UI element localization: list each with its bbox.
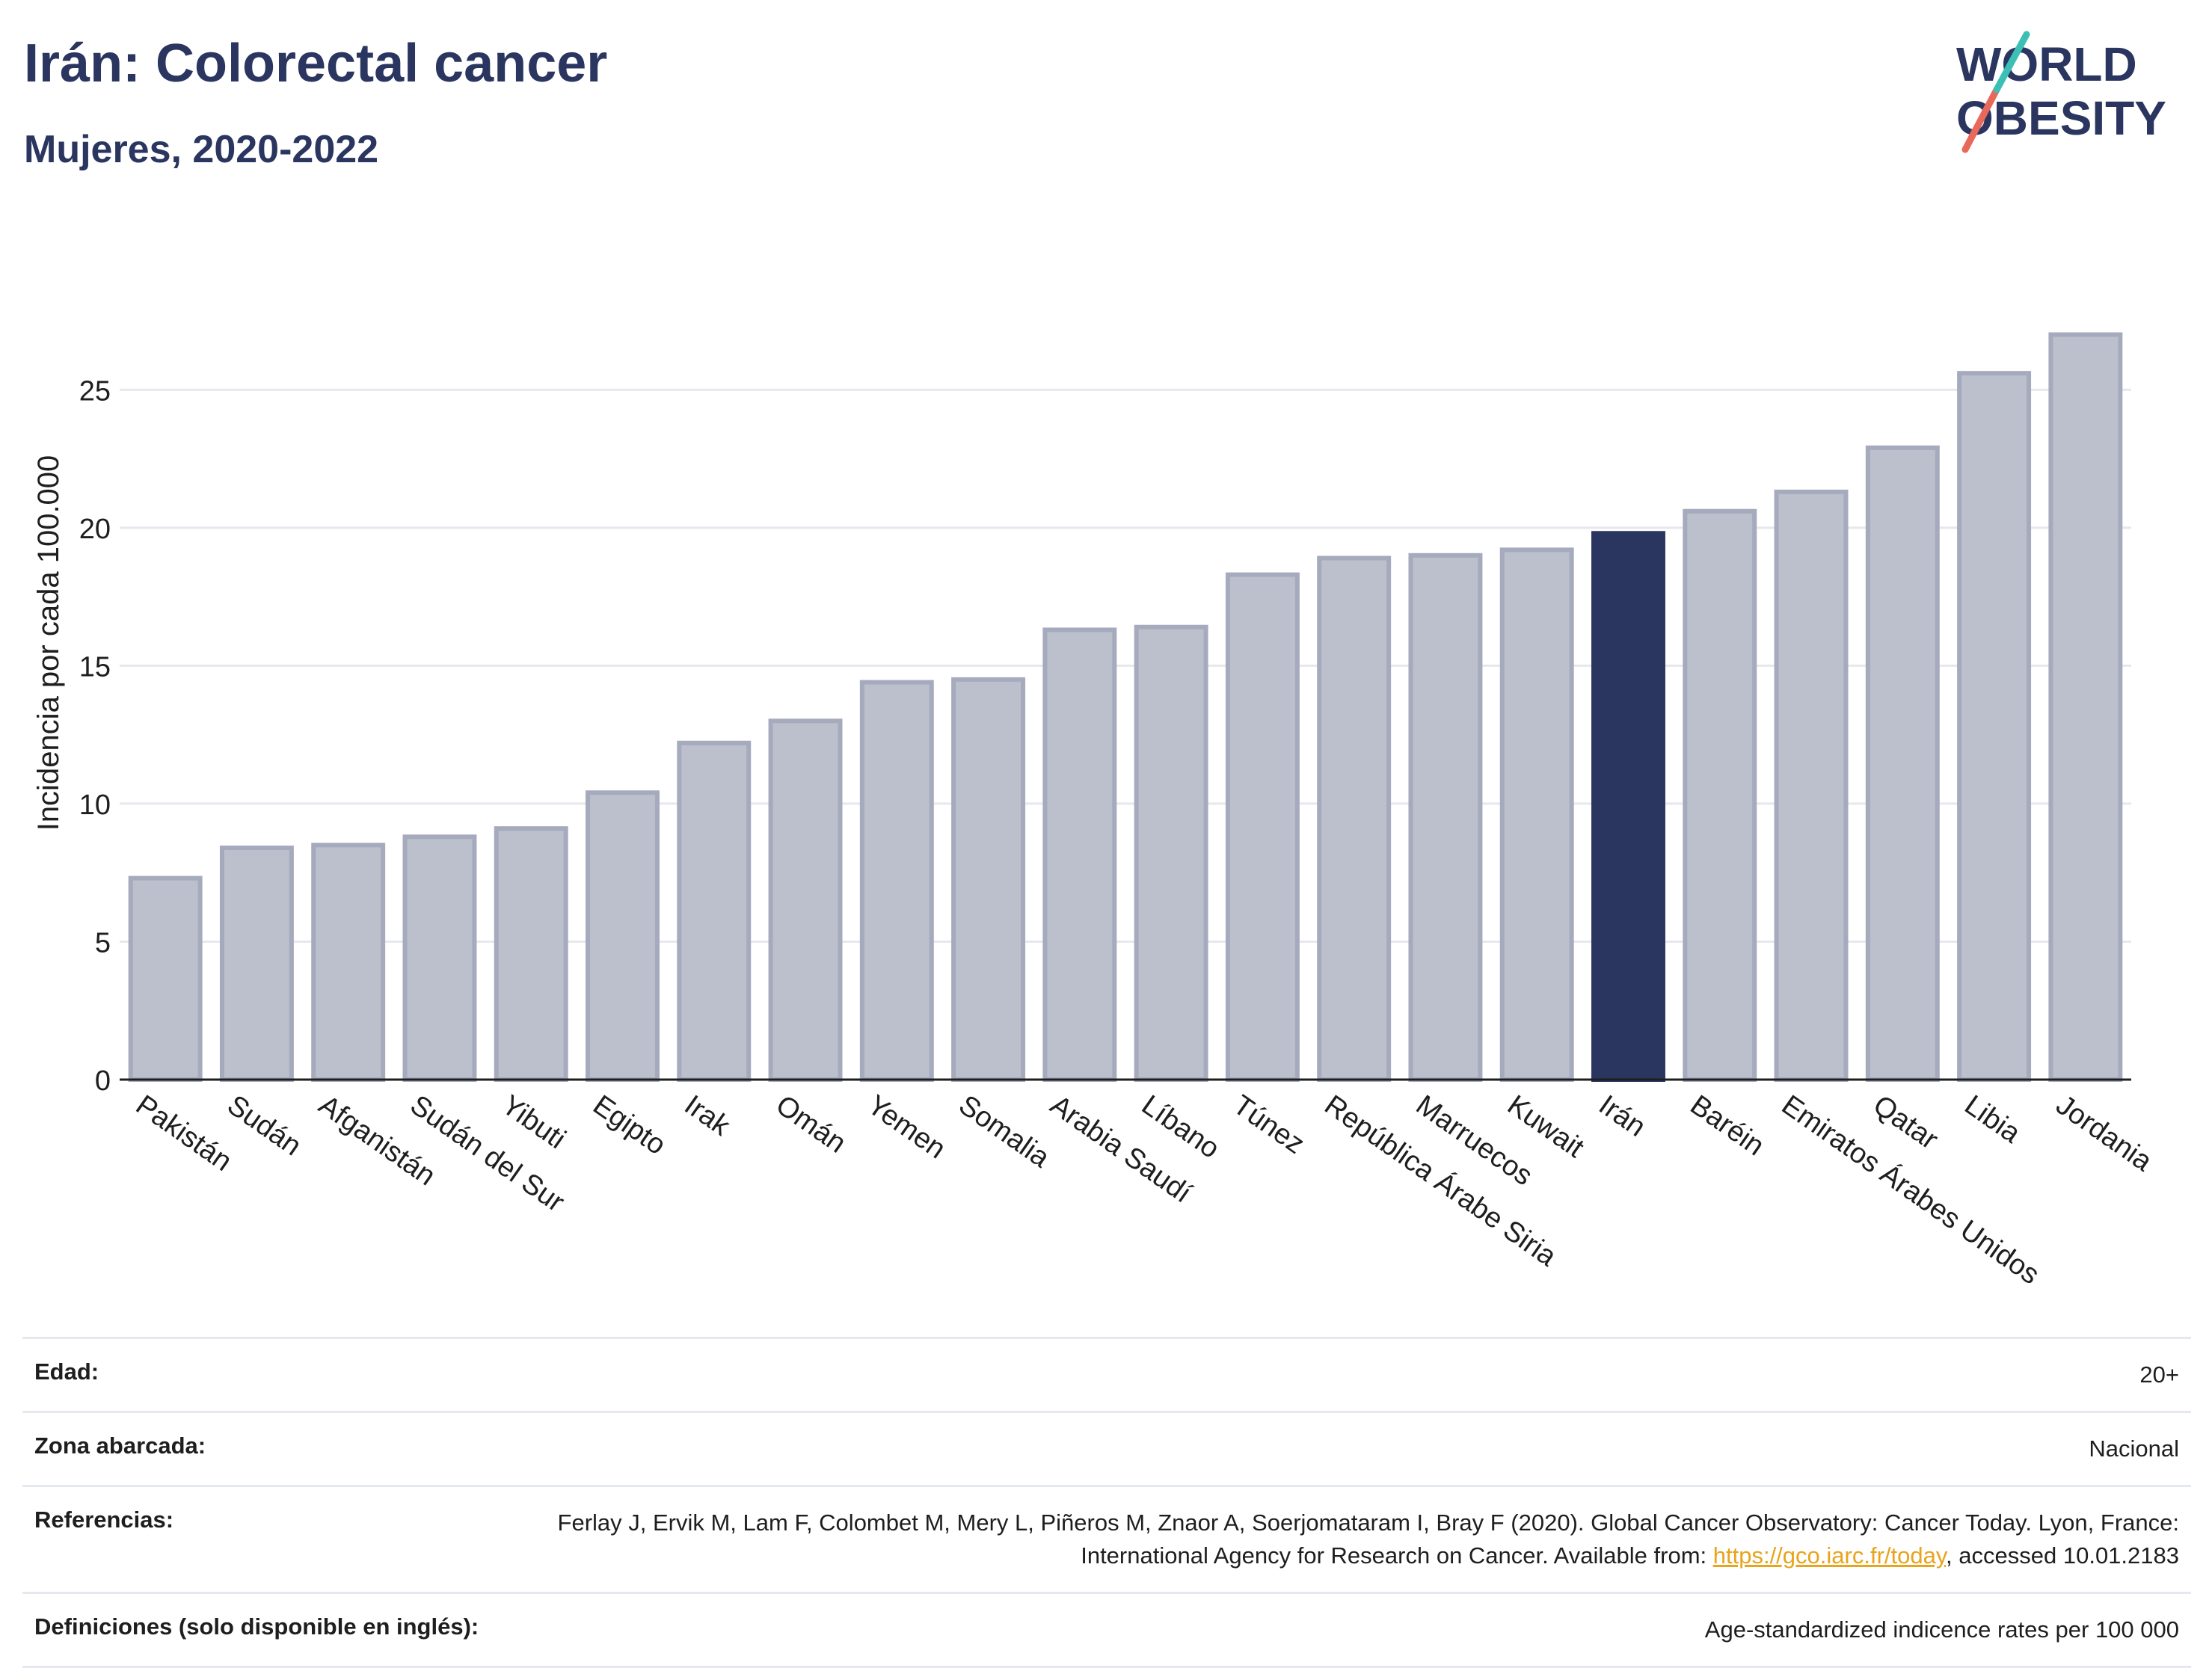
- bar: [1865, 445, 1940, 1082]
- bar: [311, 843, 386, 1083]
- reference-text: Ferlay J, Ervik M, Lam F, Colombet M, Me…: [557, 1509, 2179, 1569]
- x-tick-label: Yemen: [861, 1089, 951, 1165]
- y-tick-label: 15: [79, 651, 111, 683]
- metadata-table: Edad: 20+ Zona abarcada: Nacional Refere…: [22, 1337, 2191, 1668]
- logo-slash-teal: [1993, 31, 2030, 93]
- meta-row-definitions: Definiciones (solo disponible en inglés)…: [22, 1592, 2191, 1668]
- logo-slash-coral: [1961, 86, 2000, 153]
- bar: [219, 845, 294, 1082]
- bar: [677, 740, 752, 1083]
- x-tick-label: Qatar: [1867, 1089, 1944, 1156]
- x-tick-label: Somalia: [953, 1089, 1055, 1175]
- bar-highlight: [1591, 531, 1665, 1083]
- y-tick-label: 0: [95, 1065, 111, 1097]
- x-tick-label: Yibuti: [496, 1089, 571, 1155]
- y-tick-label: 20: [79, 514, 111, 545]
- logo-word-obesity: OBESITY: [1956, 91, 2166, 145]
- bar: [768, 718, 843, 1082]
- meta-row-age: Edad: 20+: [22, 1337, 2191, 1411]
- meta-label: Referencias:: [34, 1507, 174, 1533]
- chart-title: Irán: Colorectal cancer: [24, 34, 608, 93]
- bar: [1774, 489, 1849, 1082]
- meta-value: Nacional: [2089, 1435, 2179, 1462]
- meta-value: Ferlay J, Ervik M, Lam F, Colombet M, Me…: [534, 1507, 2179, 1572]
- x-tick-label: Irán: [1593, 1089, 1651, 1143]
- bar: [402, 834, 477, 1082]
- x-tick-label: Sudán del Sur: [405, 1089, 571, 1219]
- y-tick-label: 10: [79, 790, 111, 821]
- meta-value: Age-standardized indicence rates per 100…: [1704, 1616, 2179, 1643]
- meta-value: 20+: [2139, 1361, 2179, 1388]
- meta-label: Zona abarcada:: [34, 1432, 206, 1459]
- x-tick-label: Omán: [770, 1089, 852, 1160]
- bar: [1225, 572, 1300, 1082]
- bar: [1317, 556, 1392, 1082]
- bar: [2048, 332, 2123, 1082]
- bar: [1134, 624, 1208, 1082]
- world-obesity-logo: WORLD OBESITY: [1956, 31, 2166, 153]
- bar: [1499, 547, 1574, 1082]
- x-tick-label: Pakistán: [130, 1089, 237, 1178]
- x-tick-label: Baréin: [1685, 1089, 1770, 1162]
- meta-label: Definiciones (solo disponible en inglés)…: [34, 1613, 479, 1640]
- logo-word-world: WORLD: [1956, 37, 2137, 91]
- x-tick-label: Jordania: [2050, 1089, 2158, 1178]
- bar: [1408, 553, 1483, 1082]
- meta-row-references: Referencias: Ferlay J, Ervik M, Lam F, C…: [22, 1485, 2191, 1592]
- reference-link[interactable]: https://gco.iarc.fr/today: [1712, 1542, 1947, 1569]
- x-tick-label: Libia: [1958, 1089, 2027, 1150]
- x-tick-label: Irak: [679, 1089, 737, 1142]
- bar: [128, 875, 203, 1083]
- bars: [128, 332, 2123, 1083]
- y-tick-labels: 0 5 10 15 20 25: [79, 375, 111, 1097]
- bar: [1042, 627, 1117, 1082]
- x-tick-label: Túnez: [1227, 1089, 1310, 1160]
- y-tick-label: 25: [79, 375, 111, 407]
- y-axis-label: Incidencia por cada 100.000: [32, 455, 65, 831]
- reference-accessed: , accessed 10.01.2183: [1946, 1542, 2179, 1569]
- bar: [951, 677, 1026, 1082]
- bar: [859, 680, 934, 1082]
- y-tick-label: 5: [95, 927, 111, 958]
- meta-label: Edad:: [34, 1358, 99, 1385]
- x-tick-label: Egipto: [587, 1089, 671, 1161]
- chart-subtitle: Mujeres, 2020-2022: [24, 128, 379, 171]
- bar: [1957, 371, 2032, 1082]
- bar: [494, 826, 568, 1082]
- meta-row-area: Zona abarcada: Nacional: [22, 1411, 2191, 1485]
- bar: [586, 790, 660, 1082]
- bar: [1683, 508, 1757, 1082]
